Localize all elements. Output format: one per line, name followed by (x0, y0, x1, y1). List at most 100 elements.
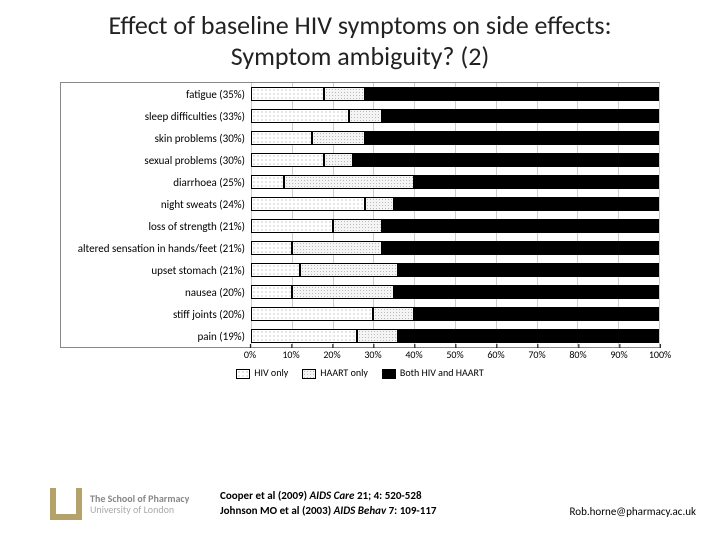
bar-segment-both (394, 285, 659, 299)
bar-segment-hiv (251, 87, 324, 101)
y-axis-label: stiff joints (20%) (61, 308, 251, 321)
y-axis-label: altered sensation in hands/feet (21%) (61, 242, 251, 255)
logo-line-2: University of London (90, 504, 189, 515)
bar-segment-both (414, 307, 659, 321)
chart-plot-area: fatigue (35%) sleep difficulties (33%) ski… (60, 82, 660, 348)
bar-segment-both (382, 241, 659, 255)
bar-segment-haart (292, 241, 382, 255)
bar-segment-haart (312, 131, 365, 145)
bar-track (251, 149, 659, 171)
y-axis-label: loss of strength (21%) (61, 220, 251, 233)
chart-row: stiff joints (20%) (61, 303, 659, 325)
chart-row: pain (19%) (61, 325, 659, 347)
bar-segment-hiv (251, 153, 324, 167)
x-tick: 0% (244, 348, 256, 361)
y-axis-label: diarrhoea (25%) (61, 176, 251, 189)
x-tick: 90% (610, 348, 627, 361)
x-tick: 50% (446, 348, 463, 361)
bar-segment-hiv (251, 131, 312, 145)
references: Cooper et al (2009) AIDS Care 21; 4: 520… (220, 489, 437, 518)
bar-segment-both (394, 197, 659, 211)
bar-track (251, 171, 659, 193)
bar-segment-haart (373, 307, 414, 321)
ref1-pages: 21; 4: 520-528 (357, 489, 422, 502)
reference-1: Cooper et al (2009) AIDS Care 21; 4: 520… (220, 489, 437, 503)
bar-track (251, 281, 659, 303)
bar-track (251, 193, 659, 215)
bar-segment-hiv (251, 109, 349, 123)
x-tick: 80% (569, 348, 586, 361)
bar-segment-haart (333, 219, 382, 233)
legend: HIV onlyHAART onlyBoth HIV and HAART (60, 366, 660, 383)
contact-email: Rob.horne@pharmacy.ac.uk (570, 505, 696, 518)
ref2-journal: AIDS Behav (334, 504, 389, 517)
bar-segment-haart (324, 153, 353, 167)
x-tick: 100% (649, 348, 671, 361)
x-tick: 30% (364, 348, 381, 361)
reference-2: Johnson MO et al (2003) AIDS Behav 7: 10… (220, 504, 437, 518)
bar-track (251, 83, 659, 105)
bar-segment-hiv (251, 197, 365, 211)
y-axis-label: upset stomach (21%) (61, 264, 251, 277)
bar-segment-haart (357, 329, 398, 343)
bar-segment-hiv (251, 307, 373, 321)
bar-segment-haart (300, 263, 398, 277)
bar-track (251, 259, 659, 281)
bar-segment-hiv (251, 263, 300, 277)
chart-row: altered sensation in hands/feet (21%) (61, 237, 659, 259)
chart-row: sexual problems (30%) (61, 149, 659, 171)
bar-segment-hiv (251, 219, 333, 233)
x-axis-ticks: 0%10%20%30%40%50%60%70%80%90%100% (250, 348, 660, 368)
chart-row: upset stomach (21%) (61, 259, 659, 281)
bar-segment-both (414, 175, 659, 189)
x-tick: 10% (282, 348, 299, 361)
bar-segment-both (382, 219, 659, 233)
chart: fatigue (35%) sleep difficulties (33%) ski… (60, 82, 660, 383)
bar-track (251, 215, 659, 237)
title-line-1: Effect of baseline HIV symptoms on side … (108, 9, 611, 41)
chart-row: diarrhoea (25%) (61, 171, 659, 193)
y-axis-label: fatigue (35%) (61, 88, 251, 101)
legend-swatch-icon (236, 369, 250, 379)
logo-text: The School of Pharmacy University of Lon… (90, 493, 189, 515)
bar-segment-hiv (251, 175, 284, 189)
logo: The School of Pharmacy University of Lon… (50, 488, 189, 520)
x-tick: 20% (323, 348, 340, 361)
bar-track (251, 237, 659, 259)
x-tick: 60% (487, 348, 504, 361)
legend-swatch-icon (382, 369, 396, 379)
bar-segment-both (353, 153, 659, 167)
chart-row: sleep difficulties (33%) (61, 105, 659, 127)
bar-segment-haart (292, 285, 394, 299)
y-axis-label: sexual problems (30%) (61, 154, 251, 167)
chart-row: night sweats (24%) (61, 193, 659, 215)
bar-segment-haart (349, 109, 382, 123)
bar-segment-haart (365, 197, 394, 211)
bar-segment-both (398, 329, 659, 343)
bar-segment-hiv (251, 329, 357, 343)
bar-segment-hiv (251, 285, 292, 299)
legend-swatch-icon (302, 369, 316, 379)
bar-track (251, 303, 659, 325)
chart-row: fatigue (35%) (61, 83, 659, 105)
ref2-authors: Johnson MO et al (2003) (220, 504, 334, 517)
x-tick: 70% (528, 348, 545, 361)
x-axis: 0%10%20%30%40%50%60%70%80%90%100% (60, 348, 660, 368)
y-axis-label: sleep difficulties (33%) (61, 110, 251, 123)
bar-segment-both (382, 109, 659, 123)
chart-row: nausea (20%) (61, 281, 659, 303)
bar-segment-hiv (251, 241, 292, 255)
y-axis-label: pain (19%) (61, 330, 251, 343)
ref2-pages: 7: 109-117 (389, 504, 437, 517)
chart-row: skin problems (30%) (61, 127, 659, 149)
ref1-authors: Cooper et al (2009) (220, 489, 310, 502)
ref1-journal: AIDS Care (310, 489, 357, 502)
y-axis-label: night sweats (24%) (61, 198, 251, 211)
y-axis-label: skin problems (30%) (61, 132, 251, 145)
bar-segment-haart (284, 175, 415, 189)
bar-segment-both (398, 263, 659, 277)
logo-mark-icon (50, 488, 82, 520)
x-tick: 40% (405, 348, 422, 361)
bar-segment-both (365, 87, 659, 101)
y-axis-label: nausea (20%) (61, 286, 251, 299)
